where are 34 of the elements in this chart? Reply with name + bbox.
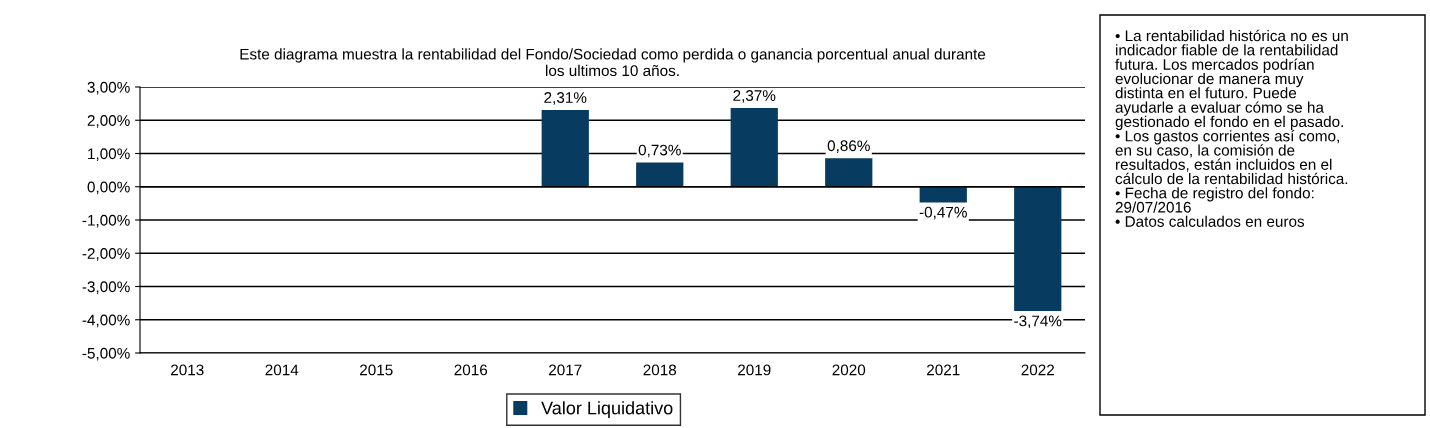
data-label: 2,31% — [544, 92, 587, 105]
y-tick-label: 3,00% — [87, 81, 130, 95]
bar — [730, 107, 778, 187]
y-tick-label: -2,00% — [82, 248, 130, 261]
y-tick-label: 2,00% — [87, 115, 130, 128]
x-tick-label: 2014 — [265, 364, 299, 376]
data-label: 0,86% — [827, 140, 870, 153]
text: • La rentabilidad histórica no es un indicador fiable de la rentabilidad futura. Los mercados podrían evolucionar de manera muy distinta en el futuro. Puede ayudarle a evaluar cómo se ha gestionado el fondo en el pasado. • Los gastos corrientes así como, en su caso, la comisión de resultados, están incluidos en el cálculo de la rentabilidad histórica. • Fecha de registro del fondo: 29/07/2016 • Datos calculados en euros — [1115, 29, 1348, 227]
legend-label: Valor Liquidativo — [541, 401, 673, 418]
x-tick-label: 2022 — [1021, 364, 1054, 376]
x-tick-label: 2013 — [171, 364, 204, 376]
x-tick-label: 2020 — [832, 364, 866, 376]
y-tick-label: -3,00% — [82, 281, 130, 294]
y-tick-label: -1,00% — [82, 214, 130, 228]
bar — [919, 186, 967, 203]
x-tick-label: 2021 — [927, 364, 960, 376]
x-tick-label: 2017 — [549, 364, 582, 376]
bar — [825, 158, 873, 187]
y-tick-label: -4,00% — [82, 314, 130, 328]
x-tick-label: 2019 — [738, 364, 771, 376]
data-label: 2,37% — [733, 90, 776, 103]
chart-title: Este diagrama muestra la rentabilidad del Fondo/Sociedad como perdida o ganancia porcentual anual durante los ultimos 10 años. — [240, 48, 986, 77]
bar — [1014, 186, 1062, 312]
bar — [636, 162, 684, 187]
x-tick-label: 2015 — [360, 364, 393, 376]
data-label: -0,47% — [919, 206, 967, 220]
bar — [541, 109, 589, 187]
data-label: -3,74% — [1014, 315, 1062, 329]
y-tick-label: -5,00% — [82, 347, 130, 361]
y-tick-label: 1,00% — [88, 148, 130, 161]
x-tick-label: 2016 — [454, 364, 488, 376]
data-label: 0,73% — [638, 144, 681, 158]
y-tick-label: 0,00% — [87, 181, 130, 195]
x-tick-label: 2018 — [643, 364, 677, 376]
